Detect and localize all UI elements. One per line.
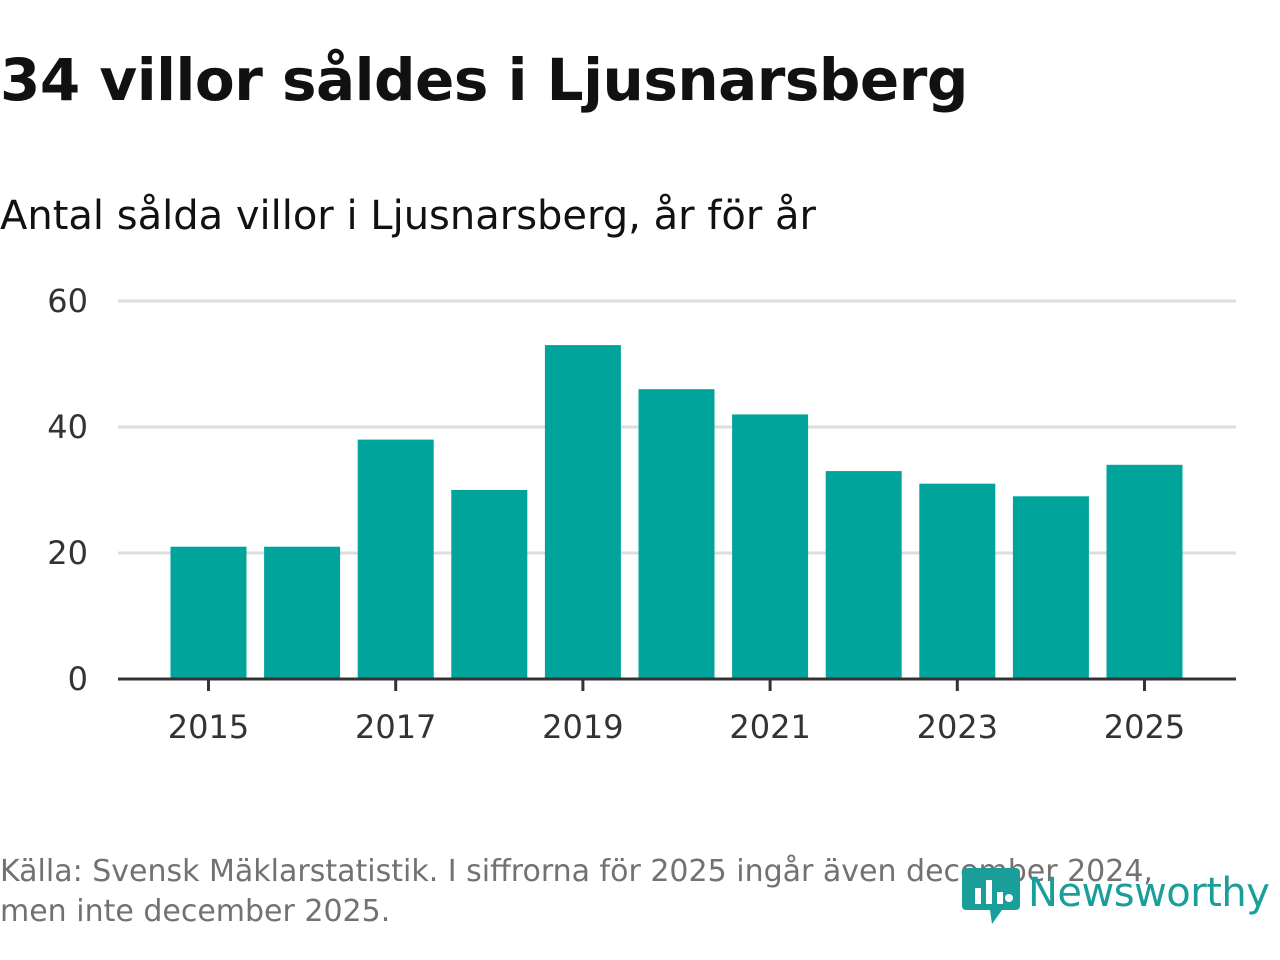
bar-2023 xyxy=(919,483,996,679)
bar-chart: 0 20 40 60 2015 2017 2019 2021 2023 2025 xyxy=(47,282,1236,746)
x-tick-label-2023: 2023 xyxy=(917,708,998,746)
x-tick-label-2021: 2021 xyxy=(729,708,810,746)
y-tick-label-40: 40 xyxy=(47,408,88,446)
x-tick-label-2015: 2015 xyxy=(168,708,249,746)
bar-2024 xyxy=(1012,496,1089,679)
chart-title: 34 villor såldes i Ljusnarsberg xyxy=(0,46,968,114)
bars xyxy=(170,345,1183,679)
bar-2020 xyxy=(638,389,715,679)
chart-subtitle: Antal sålda villor i Ljusnarsberg, år fö… xyxy=(0,193,816,239)
bar-2015 xyxy=(170,546,247,679)
newsworthy-logo: Newsworthy xyxy=(962,858,1270,928)
bar-2025 xyxy=(1106,464,1183,679)
newsworthy-logo-icon xyxy=(962,868,1020,924)
bar-2021 xyxy=(732,414,809,679)
x-tick-label-2025: 2025 xyxy=(1104,708,1185,746)
y-tick-label-0: 0 xyxy=(68,660,88,698)
axes: 0 20 40 60 2015 2017 2019 2021 2023 2025 xyxy=(47,282,1236,746)
bar-2017 xyxy=(357,439,434,679)
y-tick-label-20: 20 xyxy=(47,534,88,572)
bar-2019 xyxy=(544,345,621,679)
logo-text: Newsworthy xyxy=(1028,870,1270,916)
x-tick-label-2017: 2017 xyxy=(355,708,436,746)
bar-2016 xyxy=(264,546,341,679)
source-note: Källa: Svensk Mäklarstatistik. I siffror… xyxy=(0,854,1153,929)
bar-2022 xyxy=(825,471,902,679)
y-tick-label-60: 60 xyxy=(47,282,88,320)
x-tick-label-2019: 2019 xyxy=(542,708,623,746)
bar-2018 xyxy=(451,490,528,679)
